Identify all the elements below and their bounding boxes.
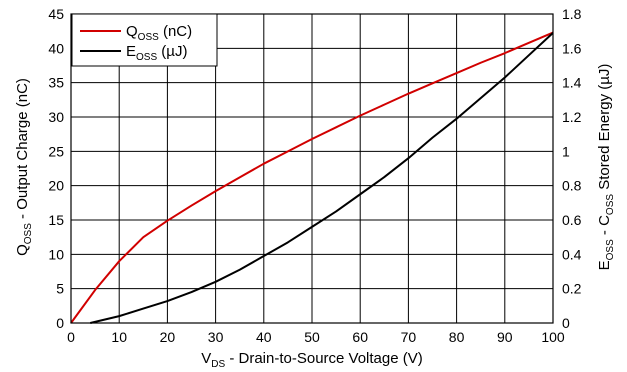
x-tick-label: 20	[160, 329, 176, 345]
axes	[70, 13, 554, 324]
y-right-tick-label: 1	[562, 143, 570, 159]
legend: QOSS (nC) EOSS (µJ)	[71, 13, 218, 67]
y-left-tick-label: 40	[48, 40, 64, 56]
y-right-tick-label: 0.4	[562, 246, 582, 262]
y-right-tick-label: 1.6	[562, 40, 582, 56]
y-right-tick-label: 0	[562, 315, 570, 331]
y-right-tick-label: 1.2	[562, 109, 582, 125]
x-tick-label: 0	[67, 329, 75, 345]
y-left-tick-label: 35	[48, 75, 64, 91]
y-left-tick-label: 5	[56, 281, 64, 297]
x-tick-label: 40	[256, 329, 272, 345]
y-right-tick-label: 0.6	[562, 212, 582, 228]
series-line-qoss	[70, 31, 554, 324]
y-right-tick-label: 1.8	[562, 6, 582, 22]
x-tick-label: 50	[304, 329, 320, 345]
y-left-tick-label: 25	[48, 143, 64, 159]
y-left-tick-label: 20	[48, 178, 64, 194]
plot-series	[70, 31, 554, 324]
y-right-tick-label: 0.2	[562, 281, 582, 297]
series-line-eoss	[90, 32, 554, 324]
x-tick-label: 10	[111, 329, 127, 345]
x-tick-label: 30	[208, 329, 224, 345]
y-left-tick-label: 0	[56, 315, 64, 331]
tick-labels: 0 10 20 30 40 50 60 70 80 90 100051015202530354045…	[48, 6, 581, 345]
legend-label-qoss: QOSS (nC)	[126, 23, 192, 43]
x-tick-label: 60	[352, 329, 368, 345]
y-left-tick-label: 15	[48, 212, 64, 228]
y-left-tick-label: 10	[48, 246, 64, 262]
legend-box	[71, 13, 218, 67]
y-left-axis-title: QOSS - Output Charge (nC)	[14, 78, 34, 256]
plot-frame	[70, 13, 554, 324]
grid-lines	[71, 14, 553, 323]
legend-label-eoss: EOSS (µJ)	[126, 43, 187, 63]
y-right-tick-label: 0.8	[562, 178, 582, 194]
y-left-tick-label: 30	[48, 109, 64, 125]
y-left-tick-label: 45	[48, 6, 64, 22]
x-tick-label: 100	[541, 329, 565, 345]
x-axis-title: VDS - Drain-to-Source Voltage (V)	[201, 350, 423, 370]
y-right-tick-label: 1.4	[562, 75, 582, 91]
y-right-axis-title: EOSS - COSS Stored Energy (µJ)	[596, 64, 616, 271]
x-tick-label: 70	[401, 329, 417, 345]
x-tick-label: 90	[497, 329, 513, 345]
x-tick-label: 80	[449, 329, 465, 345]
